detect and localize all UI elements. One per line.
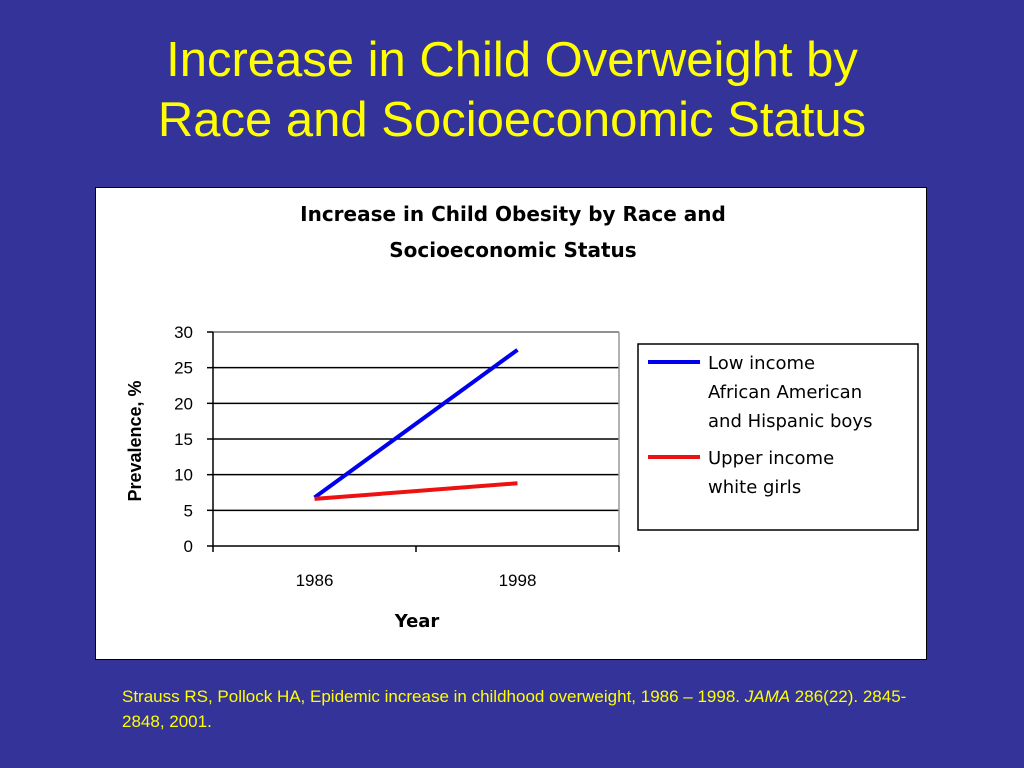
slide-title: Increase in Child Overweight by Race and… bbox=[0, 30, 1024, 150]
y-tick-label: 25 bbox=[174, 359, 193, 378]
y-tick-label: 30 bbox=[174, 323, 193, 342]
legend-box bbox=[637, 343, 919, 531]
y-tick-label: 0 bbox=[184, 537, 193, 556]
slide-title-line-1: Increase in Child Overweight by bbox=[166, 33, 858, 87]
series-line-2 bbox=[314, 481, 518, 501]
legend-label-1: and Hispanic boys bbox=[708, 411, 872, 432]
legend: Low income African American and Hispanic b… bbox=[637, 343, 919, 531]
chart-title-line-1: Increase in Child Obesity by Race and bbox=[300, 202, 726, 226]
citation-details: 286(22). 2845-2848, 2001. bbox=[122, 687, 907, 731]
y-tick-label: 5 bbox=[184, 501, 193, 520]
x-tick-label: 1986 bbox=[296, 571, 334, 590]
line-chart: Increase in Child Obesity by Race and So… bbox=[125, 202, 919, 632]
y-axis-label: Prevalence, % bbox=[125, 380, 145, 501]
gridlines bbox=[213, 331, 619, 512]
citation-journal: JAMA bbox=[744, 687, 791, 706]
citation: Strauss RS, Pollock HA, Epidemic increas… bbox=[122, 684, 912, 734]
legend-label-1: Low income bbox=[708, 353, 815, 374]
x-tick-label: 1998 bbox=[499, 571, 537, 590]
series-lines bbox=[313, 348, 519, 501]
y-tick-label: 20 bbox=[174, 394, 193, 413]
x-axis-label: Year bbox=[394, 611, 440, 632]
legend-label-1: African American bbox=[708, 382, 862, 403]
chart-container: Increase in Child Obesity by Race and So… bbox=[95, 187, 927, 660]
axes: 0 5 10 15 20 25 30 1986 1998 bbox=[174, 323, 620, 590]
slide-title-line-2: Race and Socioeconomic Status bbox=[157, 93, 867, 147]
legend-label-2: white girls bbox=[708, 477, 801, 498]
legend-label-2: Upper income bbox=[708, 448, 834, 469]
series-line-1 bbox=[313, 348, 519, 500]
chart-title-line-2: Socioeconomic Status bbox=[389, 238, 636, 262]
y-tick-label: 10 bbox=[174, 466, 193, 485]
y-tick-label: 15 bbox=[174, 430, 193, 449]
citation-authors: Strauss RS, Pollock HA, Epidemic increas… bbox=[122, 687, 745, 706]
